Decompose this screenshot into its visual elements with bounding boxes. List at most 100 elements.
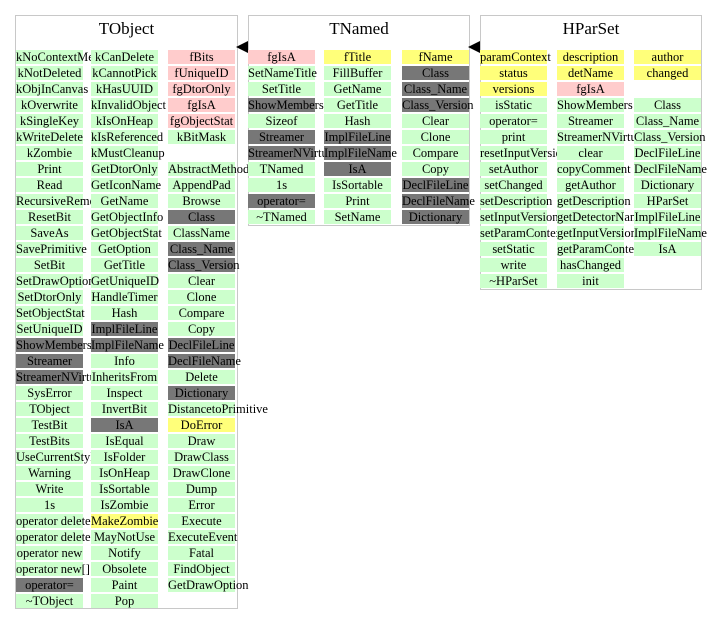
tobject-member-clear: Clear (168, 274, 235, 288)
hparset-member-status: status (480, 66, 547, 80)
tobject-member-issortable: IsSortable (91, 482, 158, 496)
hparset-member-getinputversion: getInputVersion (557, 226, 637, 240)
tnamed-member-copy: Copy (402, 162, 469, 176)
tobject-member-kcandelete: kCanDelete (91, 50, 158, 64)
tnamed-member-showmembers: ShowMembers (248, 98, 324, 112)
hparset-member-showmembers: ShowMembers (557, 98, 633, 112)
tobject-member-operator-delete: operator delete (16, 514, 91, 528)
tobject-member-compare: Compare (168, 306, 235, 320)
tobject-member-makezombie: MakeZombie (91, 514, 159, 528)
hparset-member-setauthor: setAuthor (480, 162, 547, 176)
tobject-member-delete: Delete (168, 370, 235, 384)
tnamed-member-getname: GetName (324, 82, 391, 96)
class-title-hparset: HParSet (562, 19, 620, 38)
tobject-member-iszombie: IsZombie (91, 498, 158, 512)
tobject-member-print: Print (16, 162, 83, 176)
tobject-member-kobjincanvas: kObjInCanvas (16, 82, 89, 96)
hparset-member-fgisa: fgIsA (557, 82, 624, 96)
tobject-member-getdtoronly: GetDtorOnly (91, 162, 158, 176)
tobject-member-testbits: TestBits (16, 434, 83, 448)
tobject-member-handletimer: HandleTimer (91, 290, 158, 304)
hparset-member-setparamcontext: setParamContext (480, 226, 566, 240)
hparset-member-write: write (480, 258, 547, 272)
tnamed-member-compare: Compare (402, 146, 469, 160)
tobject-member-getoption: GetOption (91, 242, 158, 256)
tobject-member-setobjectstat: SetObjectStat (16, 306, 85, 320)
hparset-member-versions: versions (480, 82, 547, 96)
tobject-member-recursiveremove: RecursiveRemove (16, 194, 108, 208)
tobject-member-write: Write (16, 482, 83, 496)
hparset-member-setdescription: setDescription (480, 194, 553, 208)
hparset-member-setchanged: setChanged (480, 178, 547, 192)
hparset-member-streamer: Streamer (557, 114, 624, 128)
tnamed-member-setname: SetName (324, 210, 391, 224)
tobject-member-browse: Browse (168, 194, 235, 208)
tobject-member-tobject: ~TObject (16, 594, 83, 608)
tobject-member-operator-new: operator new[] (16, 562, 90, 576)
tobject-member-isequal: IsEqual (91, 434, 158, 448)
tobject-member-operator: operator= (16, 578, 83, 592)
class-title-tobject: TObject (98, 19, 155, 38)
tobject-member-implfilename: ImplFileName (91, 338, 164, 352)
tobject-member-fatal: Fatal (168, 546, 235, 560)
tnamed-member-implfilename: ImplFileName (324, 146, 397, 160)
tobject-member-executeevent: ExecuteEvent (168, 530, 238, 544)
tnamed-member-operator: operator= (248, 194, 315, 208)
tobject-member-showmembers: ShowMembers (16, 338, 92, 352)
tobject-member-read: Read (16, 178, 83, 192)
tobject-member-gettitle: GetTitle (91, 258, 158, 272)
tobject-member-getname: GetName (91, 194, 158, 208)
tobject-member-maynotuse: MayNotUse (91, 530, 158, 544)
tobject-member-fgdtoronly: fgDtorOnly (168, 82, 235, 96)
hparset-member-dictionary: Dictionary (634, 178, 701, 192)
tobject-member-ksinglekey: kSingleKey (16, 114, 83, 128)
hparset-member-haschanged: hasChanged (557, 258, 624, 272)
tobject-member-isa: IsA (91, 418, 158, 432)
hparset-member-hparset: HParSet (634, 194, 701, 208)
tobject-member-inspect: Inspect (91, 386, 158, 400)
tobject-member-kisonheap: kIsOnHeap (91, 114, 158, 128)
hparset-member-operator: operator= (480, 114, 547, 128)
tobject-member-paint: Paint (91, 578, 158, 592)
hparset-member-hparset: ~HParSet (480, 274, 547, 288)
tobject-member-setbit: SetBit (16, 258, 83, 272)
tobject-member-class-name: Class_Name (168, 242, 235, 256)
hparset-member-implfilename: ImplFileName (634, 226, 707, 240)
tobject-member-execute: Execute (168, 514, 235, 528)
hparset-member-copycomment: copyComment (557, 162, 631, 176)
hparset-member-author: author (634, 50, 701, 64)
tobject-member-pop: Pop (91, 594, 158, 608)
hparset-member-resetinputversions: resetInputVersions (480, 146, 574, 160)
tobject-member-distancetoprimitive: DistancetoPrimitive (168, 402, 268, 416)
hparset-member-paramcontext: paramContext (480, 50, 551, 64)
tobject-member-getobjectinfo: GetObjectInfo (91, 210, 164, 224)
hparset-member-isa: IsA (634, 242, 701, 256)
hparset-member-class-version: Class_Version (634, 130, 706, 144)
tobject-member-invertbit: InvertBit (91, 402, 158, 416)
tnamed-member-streamer: Streamer (248, 130, 315, 144)
tobject-member-declfilename: DeclFileName (168, 354, 241, 368)
tobject-member-kmustcleanup: kMustCleanup (91, 146, 165, 160)
tobject-member-doerror: DoError (168, 418, 235, 432)
tobject-member-hash: Hash (91, 306, 158, 320)
tobject-member-operator-delete: operator delete[] (16, 530, 99, 544)
hparset-member-setstatic: setStatic (480, 242, 547, 256)
tobject-member-copy: Copy (168, 322, 235, 336)
tnamed-member-settitle: SetTitle (248, 82, 315, 96)
tobject-member-geticonname: GetIconName (91, 178, 162, 192)
hparset-member-implfileline: ImplFileLine (634, 210, 701, 224)
tobject-member-syserror: SysError (16, 386, 83, 400)
tnamed-member-isa: IsA (324, 162, 391, 176)
tnamed-member-sizeof: Sizeof (248, 114, 315, 128)
tobject-member-koverwrite: kOverwrite (16, 98, 83, 112)
tobject-member-saveprimitive: SavePrimitive (16, 242, 87, 256)
tobject-member-setdrawoption: SetDrawOption (16, 274, 95, 288)
tnamed-member-print: Print (324, 194, 391, 208)
tobject-member-obsolete: Obsolete (91, 562, 158, 576)
tobject-member-setdtoronly: SetDtorOnly (16, 290, 83, 304)
tobject-member-error: Error (168, 498, 235, 512)
tobject-member-streamer: Streamer (16, 354, 83, 368)
hparset-member-class-name: Class_Name (634, 114, 701, 128)
tnamed-member-hash: Hash (324, 114, 391, 128)
hparset-member-init: init (557, 274, 624, 288)
